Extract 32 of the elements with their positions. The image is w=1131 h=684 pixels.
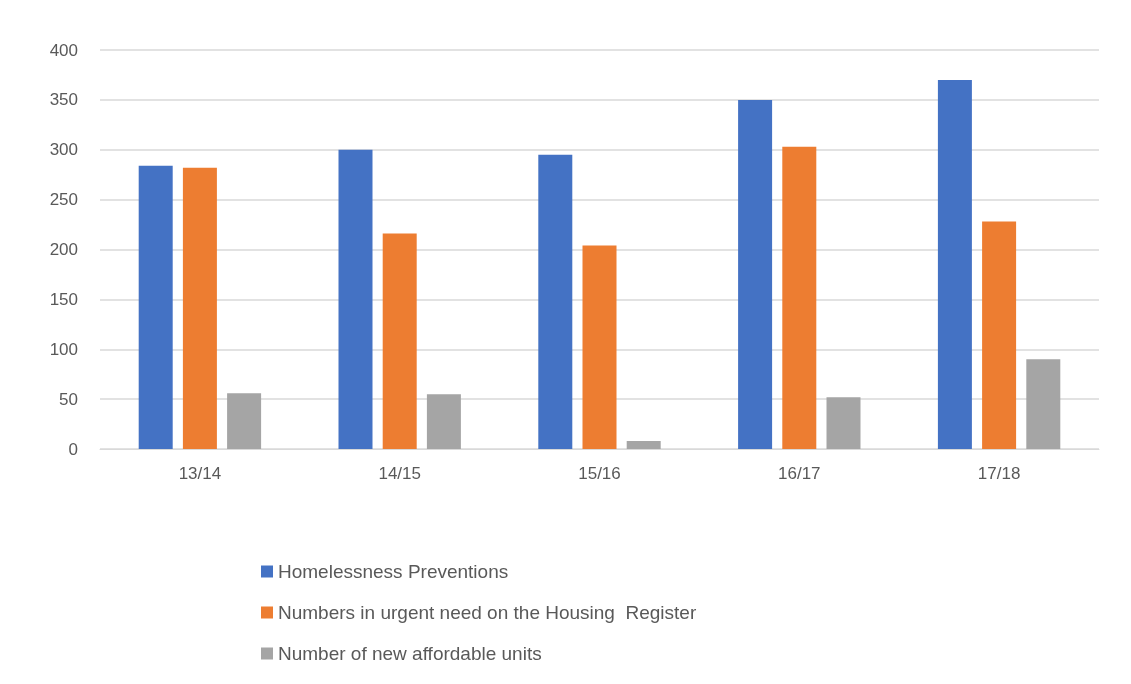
- legend-label: Homelessness Preventions: [278, 561, 509, 582]
- y-tick-label: 200: [49, 240, 78, 259]
- y-tick-label: 350: [49, 90, 78, 110]
- bar: [227, 393, 262, 449]
- bar: [738, 99, 773, 449]
- y-tick-label: 400: [49, 40, 78, 60]
- x-tick-label: 16/17: [778, 464, 821, 483]
- bar: [582, 245, 617, 449]
- legend-label: Numbers in urgent need on the Housing Register: [278, 602, 697, 623]
- x-tick-label: 17/18: [977, 464, 1021, 483]
- y-tick-label: 250: [49, 190, 78, 210]
- y-tick-label: 300: [49, 140, 78, 160]
- x-tick-label: 13/14: [178, 464, 222, 483]
- bar: [937, 79, 972, 449]
- bar: [782, 146, 817, 449]
- bar: [538, 154, 573, 449]
- y-tick-label: 50: [59, 389, 78, 409]
- y-tick-label: 100: [49, 339, 78, 359]
- bar: [382, 233, 417, 449]
- bar: [182, 167, 217, 449]
- x-tick-label: 14/15: [378, 464, 421, 483]
- bar: [426, 394, 461, 449]
- bar: [338, 149, 373, 449]
- y-tick-label: 150: [49, 289, 78, 309]
- legend-label: Number of new affordable units: [278, 643, 542, 664]
- bar: [826, 397, 861, 449]
- bar: [982, 221, 1017, 449]
- bar: [1026, 359, 1061, 449]
- y-tick-label: 0: [68, 439, 78, 459]
- bar: [626, 441, 661, 449]
- bar: [138, 165, 173, 449]
- x-tick-label: 15/16: [578, 464, 621, 483]
